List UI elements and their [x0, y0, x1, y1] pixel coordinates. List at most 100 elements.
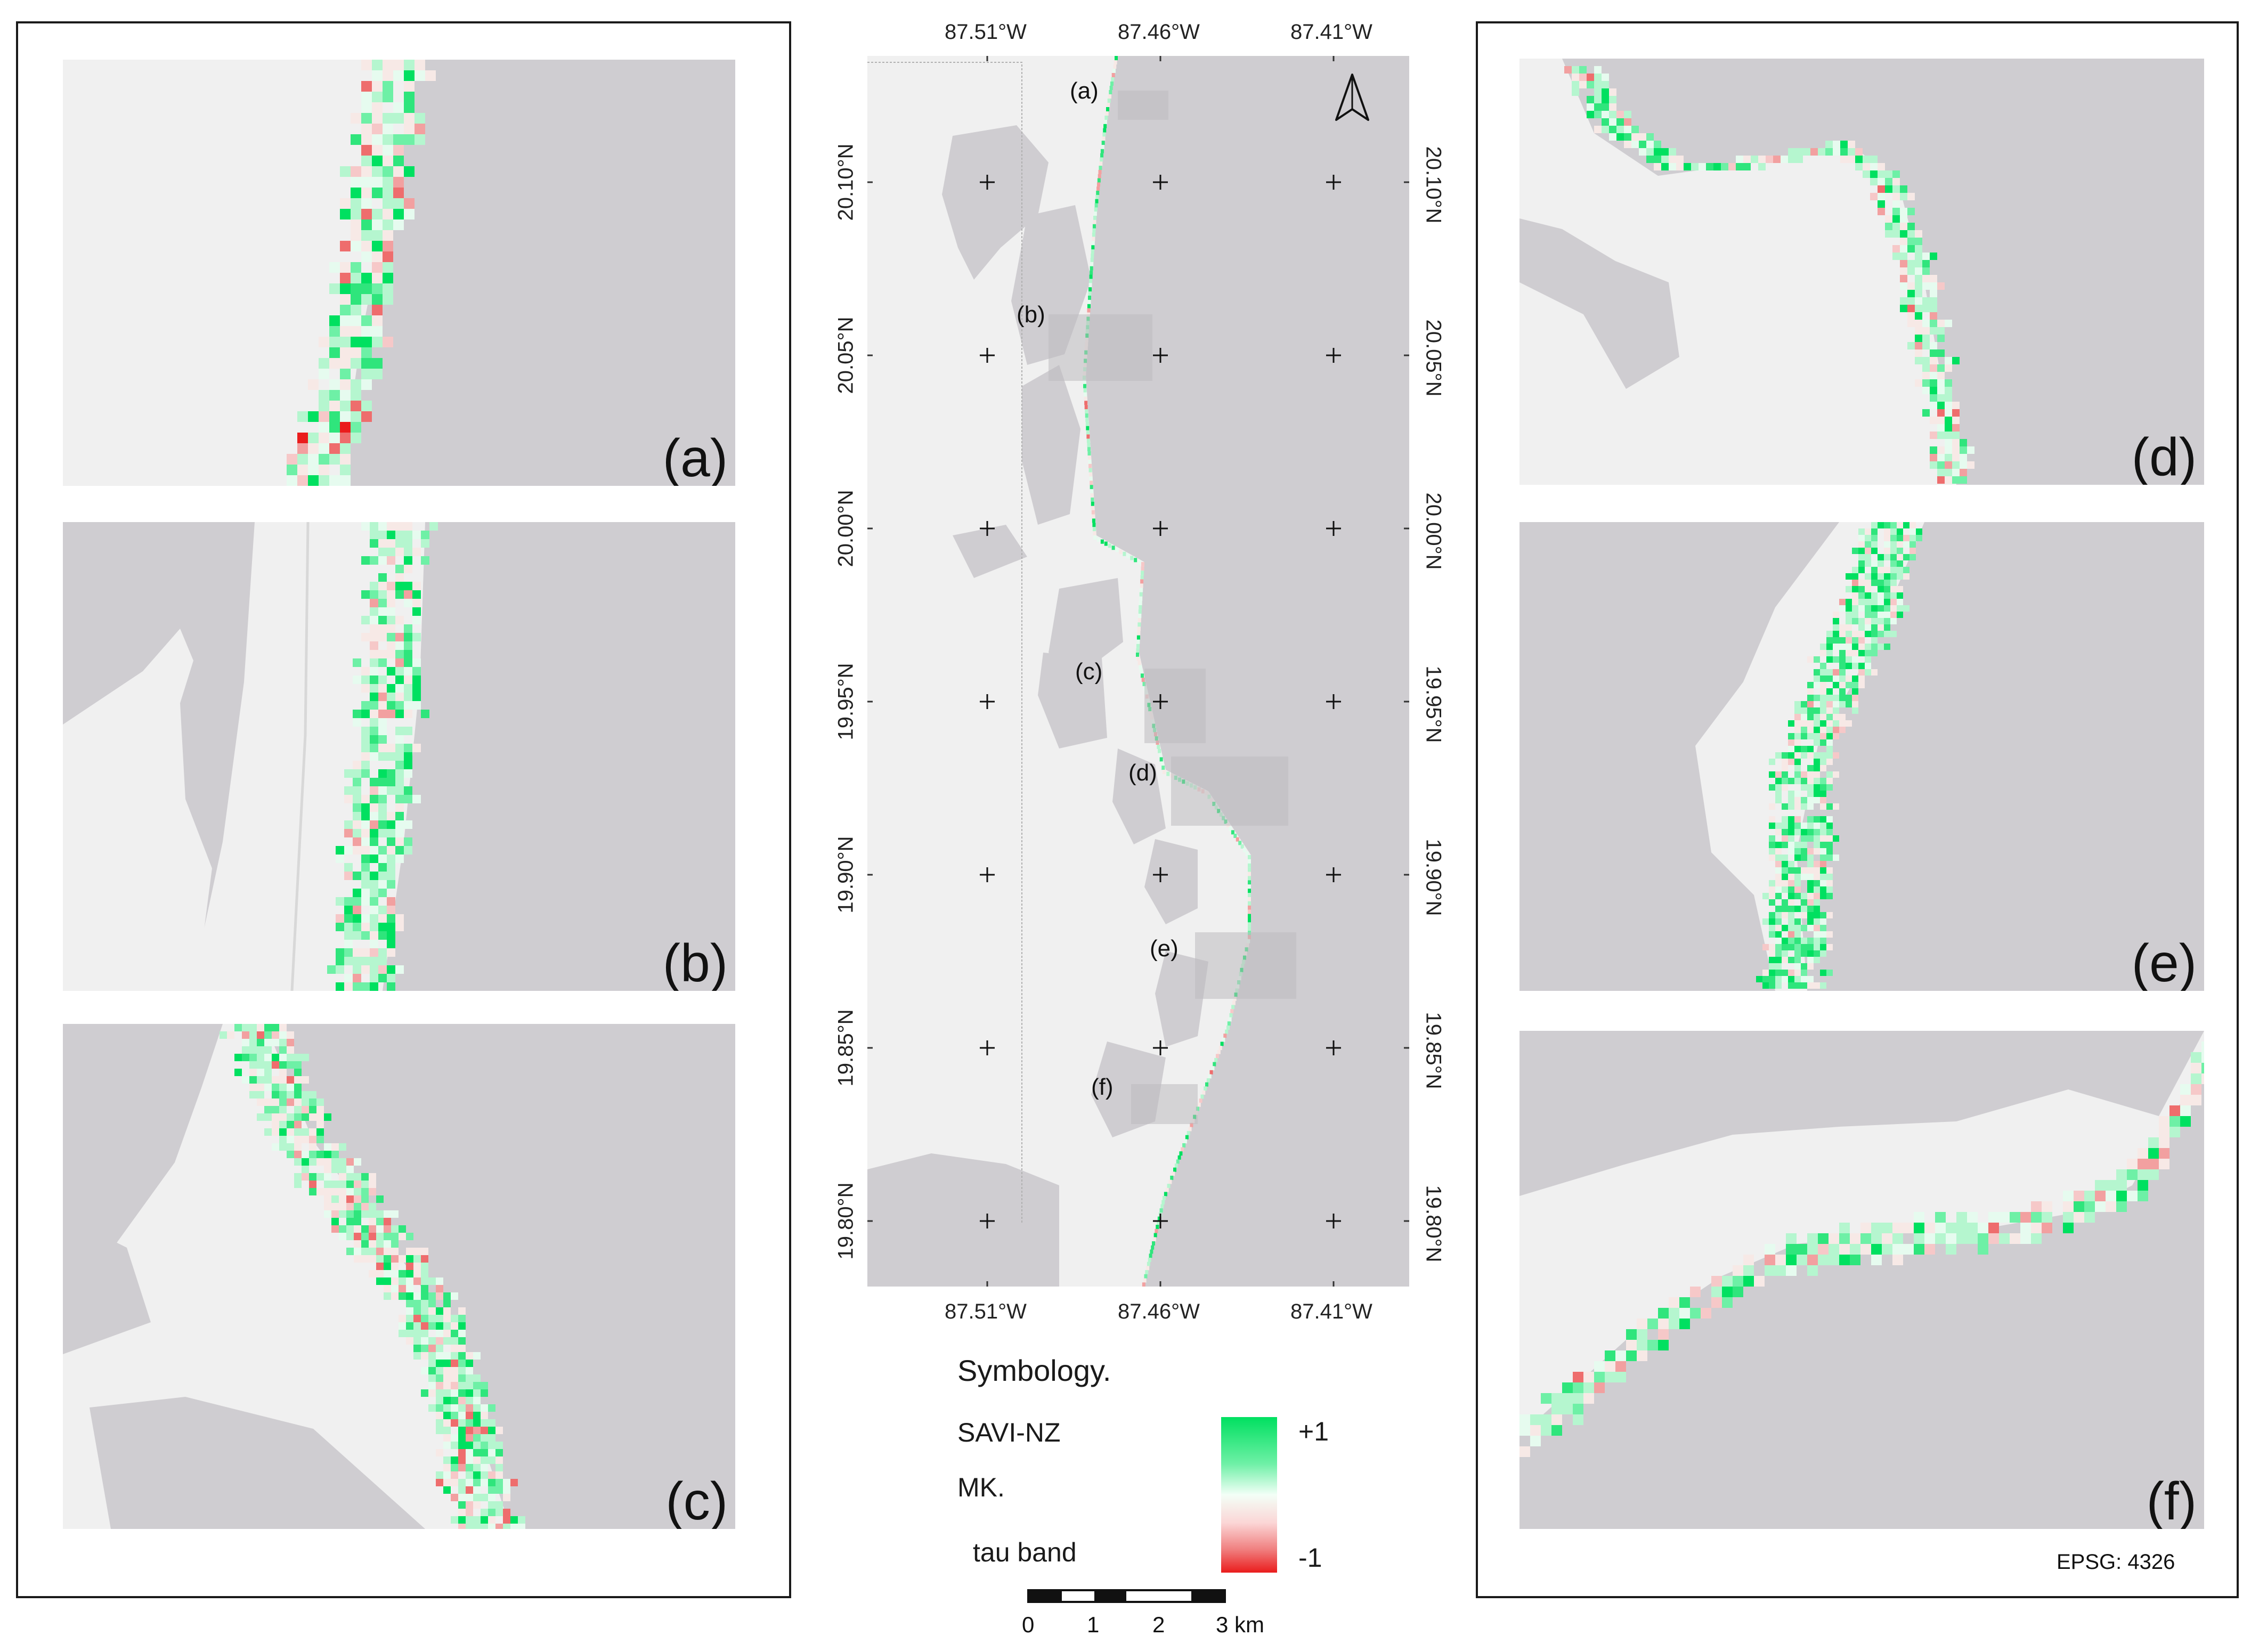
panel-label-c: (c)	[665, 1471, 728, 1529]
lon-tick-top-2: 87.46°W	[1118, 20, 1200, 44]
legend-color-ramp	[1221, 1417, 1277, 1573]
graticule-cross	[1153, 1214, 1168, 1228]
lagoon	[1022, 365, 1080, 525]
overview-map: (a) (b) (c) (d) (e) (f)	[867, 56, 1409, 1287]
lagoon	[63, 1216, 151, 1354]
lat-tick-left-1: 20.10°N	[834, 143, 858, 221]
graticule-cross	[1153, 694, 1168, 709]
lat-tick-left-6: 19.85°N	[834, 1009, 858, 1087]
inset-b-map	[63, 522, 735, 991]
inset-extent-(c)	[1144, 669, 1206, 743]
inset-extent-(b)	[1049, 314, 1152, 381]
inset-extent-label: (a)	[1070, 78, 1099, 104]
lat-tick-left-5: 19.90°N	[834, 836, 858, 914]
lat-tick-right-2: 20.05°N	[1421, 319, 1445, 397]
lagoon	[953, 525, 1027, 578]
graticule-cross	[1326, 867, 1341, 882]
inset-d-map	[1519, 59, 2204, 485]
legend-min-label: -1	[1298, 1543, 1322, 1573]
coast-land	[1519, 59, 1956, 485]
savi-band-f	[1519, 1041, 2204, 1457]
inset-extent-label: (c)	[1075, 658, 1102, 685]
graticule-cross	[1153, 175, 1168, 190]
savi-band-d	[1564, 66, 1974, 484]
panel-label-d: (d)	[2131, 427, 2197, 485]
inset-a-map	[63, 60, 735, 486]
inset-extent-(a)	[1118, 91, 1168, 120]
inset-panel-e: (e)	[1519, 522, 2204, 991]
lat-tick-right-6: 19.85°N	[1421, 1012, 1445, 1089]
graticule-cross	[980, 175, 995, 190]
lat-tick-right-3: 20.00°N	[1421, 492, 1445, 570]
savi-band-b	[327, 522, 438, 991]
graticule-cross	[1153, 867, 1168, 882]
inset-panel-a: (a)	[63, 60, 735, 486]
lagoon	[1112, 748, 1166, 844]
scale-label-2: 2	[1152, 1612, 1165, 1637]
graticule-cross	[980, 867, 995, 882]
panel-label-e: (e)	[2131, 933, 2197, 991]
scale-label-3km: 3 km	[1216, 1612, 1265, 1637]
legend-line-savi: SAVI-NZ	[957, 1418, 1061, 1447]
inset-panel-d: (d)	[1519, 59, 2204, 485]
lat-tick-left-7: 19.80°N	[834, 1182, 858, 1260]
lat-tick-left-3: 20.00°N	[834, 490, 858, 567]
graticule-cross	[1326, 521, 1341, 536]
graticule-cross	[1326, 694, 1341, 709]
road-line	[290, 522, 310, 991]
inset-panel-c: (c)	[63, 1024, 735, 1529]
graticule-cross	[1153, 521, 1168, 536]
graticule-cross	[980, 521, 995, 536]
inset-panel-b: (b)	[63, 522, 735, 991]
inset-c-map	[63, 1024, 735, 1529]
lat-tick-right-7: 19.80°N	[1421, 1185, 1445, 1263]
panel-label-f: (f)	[2146, 1471, 2197, 1529]
graticule-cross	[1326, 348, 1341, 363]
graticule-cross	[980, 348, 995, 363]
panel-label-b: (b)	[662, 933, 728, 991]
legend-max-label: +1	[1298, 1417, 1329, 1446]
north-arrow-icon	[1335, 74, 1369, 121]
savi-band-a	[287, 60, 436, 486]
lon-tick-bottom-1: 87.51°W	[945, 1300, 1027, 1323]
graticule-cross	[980, 1040, 995, 1055]
inset-f-map	[1519, 1031, 2204, 1529]
lagoon	[942, 125, 1049, 280]
lat-tick-right-1: 20.10°N	[1421, 146, 1445, 224]
graticule-cross	[1326, 1040, 1341, 1055]
inset-extent-(f)	[1131, 1084, 1198, 1124]
graticule-cross	[980, 694, 995, 709]
graticule-cross	[1326, 175, 1341, 190]
inset-extent-label: (b)	[1017, 302, 1045, 328]
lagoon	[1038, 653, 1107, 748]
inset-extent-(e)	[1195, 932, 1296, 999]
lat-tick-right-4: 19.95°N	[1421, 665, 1445, 743]
panel-label-a: (a)	[662, 428, 728, 486]
inset-e-map	[1519, 522, 2204, 991]
lagoon	[867, 1153, 1059, 1287]
lon-tick-top-1: 87.51°W	[945, 20, 1027, 44]
inset-extent-(d)	[1171, 756, 1288, 826]
lon-tick-top-3: 87.41°W	[1290, 20, 1372, 44]
crs-label: EPSG: 4326	[2057, 1550, 2175, 1574]
legend-title: Symbology.	[957, 1354, 1111, 1387]
lon-tick-bottom-2: 87.46°W	[1118, 1300, 1200, 1323]
graticule-cross	[980, 1214, 995, 1228]
legend-line-mk: MK.	[957, 1472, 1005, 1502]
scale-label-0: 0	[1022, 1612, 1035, 1637]
lon-tick-bottom-3: 87.41°W	[1290, 1300, 1372, 1323]
legend-line-tau: tau band	[973, 1537, 1077, 1567]
lagoon	[1049, 578, 1123, 674]
savi-band-c	[220, 1024, 525, 1529]
land-lobe	[63, 629, 212, 991]
graticule-cross	[1153, 348, 1168, 363]
reserve-boundary	[867, 62, 1022, 1223]
scale-label-1: 1	[1087, 1612, 1100, 1637]
graticule-cross	[1153, 1040, 1168, 1055]
lat-tick-right-5: 19.90°N	[1421, 839, 1445, 916]
inset-extent-label: (e)	[1150, 935, 1179, 962]
graticule-cross	[1326, 1214, 1341, 1228]
savi-band-e	[1756, 522, 1922, 989]
inset-extent-label: (d)	[1128, 760, 1157, 786]
scale-bar	[1027, 1589, 1226, 1603]
